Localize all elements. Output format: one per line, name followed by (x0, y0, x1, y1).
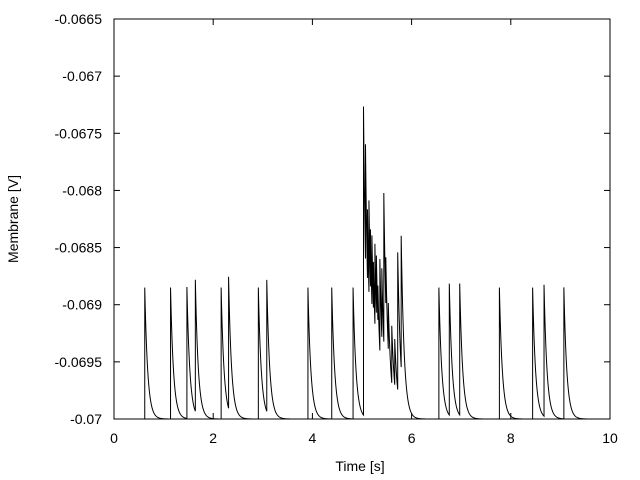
y-tick-label: -0.07 (70, 411, 102, 427)
y-tick-label: -0.068 (62, 182, 102, 198)
axis-ticks (113, 18, 611, 420)
y-tick-label: -0.0675 (55, 125, 103, 141)
x-tick-label: 0 (110, 430, 118, 446)
y-tick-label: -0.069 (62, 297, 102, 313)
y-tick-label: -0.0695 (55, 354, 103, 370)
y-tick-label: -0.067 (62, 68, 102, 84)
x-tick-label: 4 (309, 430, 317, 446)
membrane-trace (114, 106, 601, 420)
x-tick-label: 10 (602, 430, 618, 446)
y-tick-label: -0.0665 (55, 11, 103, 27)
axis-tick-labels: 0 2 4 6 8 10 -0.07 -0.0695 -0.069 -0.0685 -0.068 -0… (55, 11, 618, 446)
x-tick-label: 8 (507, 430, 515, 446)
x-tick-label: 6 (408, 430, 416, 446)
y-axis-label: Membrane [V] (5, 175, 21, 263)
x-tick-label: 2 (209, 430, 217, 446)
x-axis-label: Time [s] (335, 458, 384, 474)
plot-frame (113, 18, 611, 420)
y-tick-label: -0.0685 (55, 240, 103, 256)
